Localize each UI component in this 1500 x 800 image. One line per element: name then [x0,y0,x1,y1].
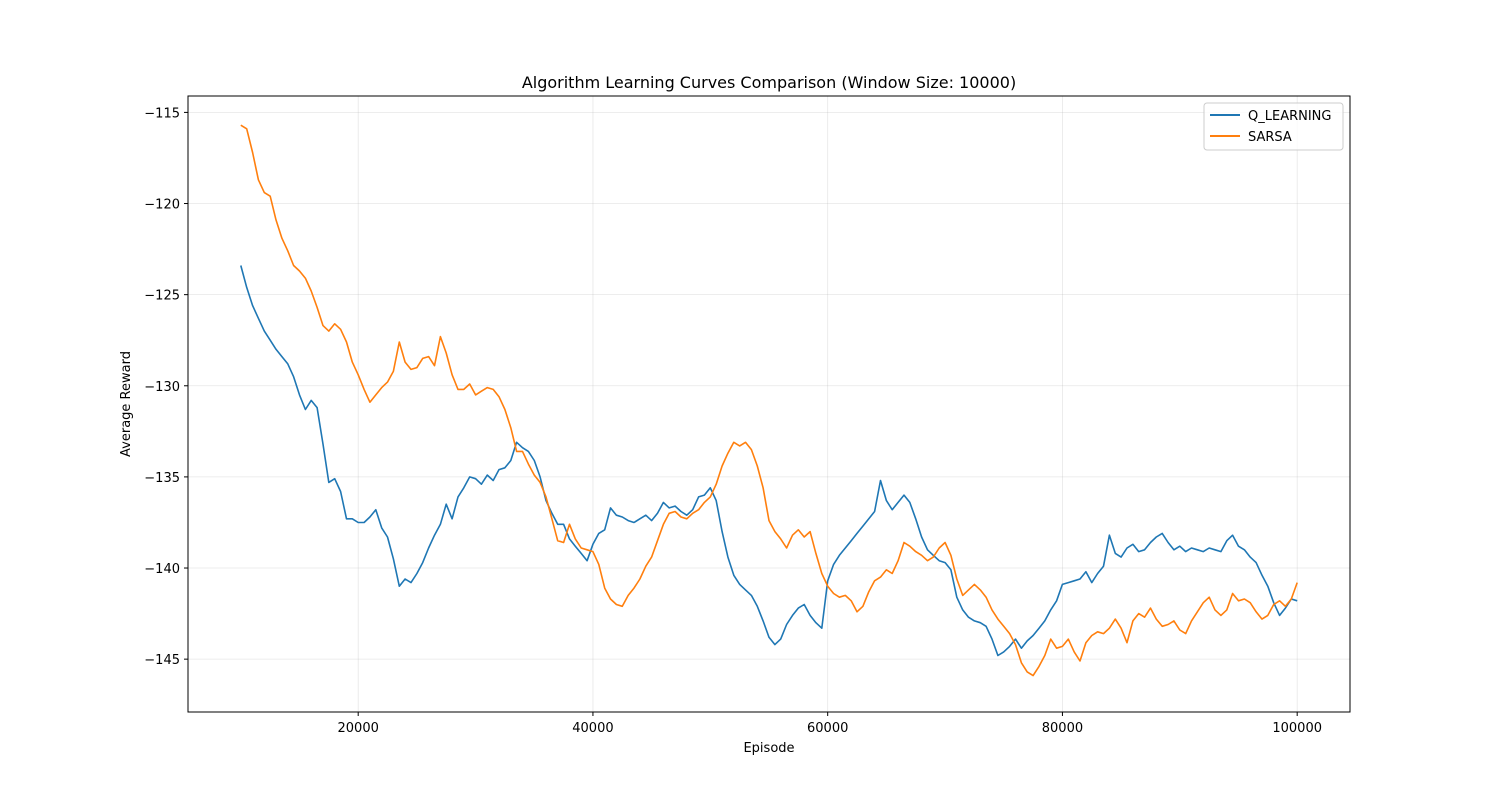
x-axis-label: Episode [743,741,794,756]
series-line-q-learning [240,265,1298,657]
y-tick-label: −130 [144,380,180,395]
series-line-sarsa [240,124,1298,677]
y-axis-label: Average Reward [119,351,134,457]
plot-frame [187,95,1351,713]
grid [188,96,1350,712]
legend: Q_LEARNING SARSA [1203,102,1344,151]
y-tick-label: −135 [144,471,180,486]
y-tick-label: −115 [144,106,180,121]
x-tick-label: 80000 [1042,721,1083,736]
series-layer [240,124,1298,677]
x-tick-label: 100000 [1272,721,1322,736]
x-tick-label: 60000 [807,721,848,736]
y-tick-label: −145 [144,653,180,668]
x-tick-label: 20000 [338,721,379,736]
x-axis: 20000 40000 60000 80000 100000 [338,712,1322,736]
y-tick-label: −120 [144,198,180,213]
y-axis: −115 −120 −125 −130 −135 −140 −145 [144,106,188,668]
legend-label-q-learning: Q_LEARNING [1248,109,1331,124]
y-tick-label: −125 [144,289,180,304]
plot-area [188,96,1350,712]
chart-title: Algorithm Learning Curves Comparison (Wi… [522,73,1016,92]
legend-label-sarsa: SARSA [1248,130,1292,145]
x-tick-label: 40000 [572,721,613,736]
y-tick-label: −140 [144,562,180,577]
